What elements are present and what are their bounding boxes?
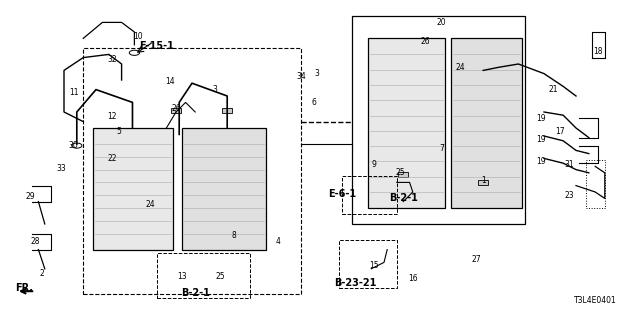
Text: 3: 3 (212, 85, 217, 94)
Text: 12: 12 (108, 112, 116, 121)
Text: FR.: FR. (15, 283, 33, 293)
Text: 25: 25 (395, 168, 405, 177)
Polygon shape (451, 38, 522, 208)
Text: 1: 1 (481, 176, 486, 185)
Text: 22: 22 (108, 154, 116, 163)
Text: 26: 26 (420, 37, 431, 46)
Text: 11: 11 (69, 88, 78, 97)
Text: 4: 4 (276, 237, 281, 246)
Text: B-2-1: B-2-1 (180, 288, 210, 298)
Text: B-23-21: B-23-21 (334, 278, 376, 288)
Text: 20: 20 (436, 18, 447, 27)
Text: 32: 32 (107, 55, 117, 64)
Text: 23: 23 (564, 191, 575, 200)
Text: T3L4E0401: T3L4E0401 (574, 296, 616, 305)
Text: 15: 15 (369, 261, 380, 270)
Text: 3: 3 (314, 69, 319, 78)
Bar (398, 172, 408, 177)
Polygon shape (368, 38, 445, 208)
Text: 26: 26 (171, 104, 181, 113)
Bar (171, 108, 181, 113)
Text: 29: 29 (26, 192, 36, 201)
Text: 34: 34 (296, 72, 306, 81)
Text: 33: 33 (56, 164, 66, 172)
Text: B-2-1: B-2-1 (388, 193, 418, 204)
Text: 21: 21 (549, 85, 558, 94)
Bar (222, 108, 232, 113)
Text: 24: 24 (456, 63, 466, 72)
Text: 24: 24 (145, 200, 156, 209)
Text: 16: 16 (408, 274, 418, 283)
Text: 28: 28 (31, 237, 40, 246)
Text: E-15-1: E-15-1 (140, 41, 174, 52)
Text: E-6-1: E-6-1 (328, 188, 356, 199)
Text: 27: 27 (472, 255, 482, 264)
Text: 9: 9 (372, 160, 377, 169)
Text: 17: 17 (555, 127, 565, 136)
Text: 10: 10 (132, 32, 143, 41)
Text: 19: 19 (536, 157, 546, 166)
Polygon shape (182, 128, 266, 250)
Text: 31: 31 (564, 160, 575, 169)
Text: 30: 30 (68, 141, 79, 150)
Text: 13: 13 (177, 272, 188, 281)
Text: 14: 14 (164, 77, 175, 86)
Text: 19: 19 (536, 135, 546, 144)
Text: 2: 2 (39, 269, 44, 278)
Polygon shape (93, 128, 173, 250)
Text: 18: 18 (594, 47, 603, 56)
Text: 7: 7 (439, 144, 444, 153)
Text: 5: 5 (116, 127, 121, 136)
Text: 25: 25 (216, 272, 226, 281)
Text: 19: 19 (536, 114, 546, 123)
Text: 6: 6 (311, 98, 316, 107)
Bar (478, 180, 488, 185)
Text: 8: 8 (231, 231, 236, 240)
